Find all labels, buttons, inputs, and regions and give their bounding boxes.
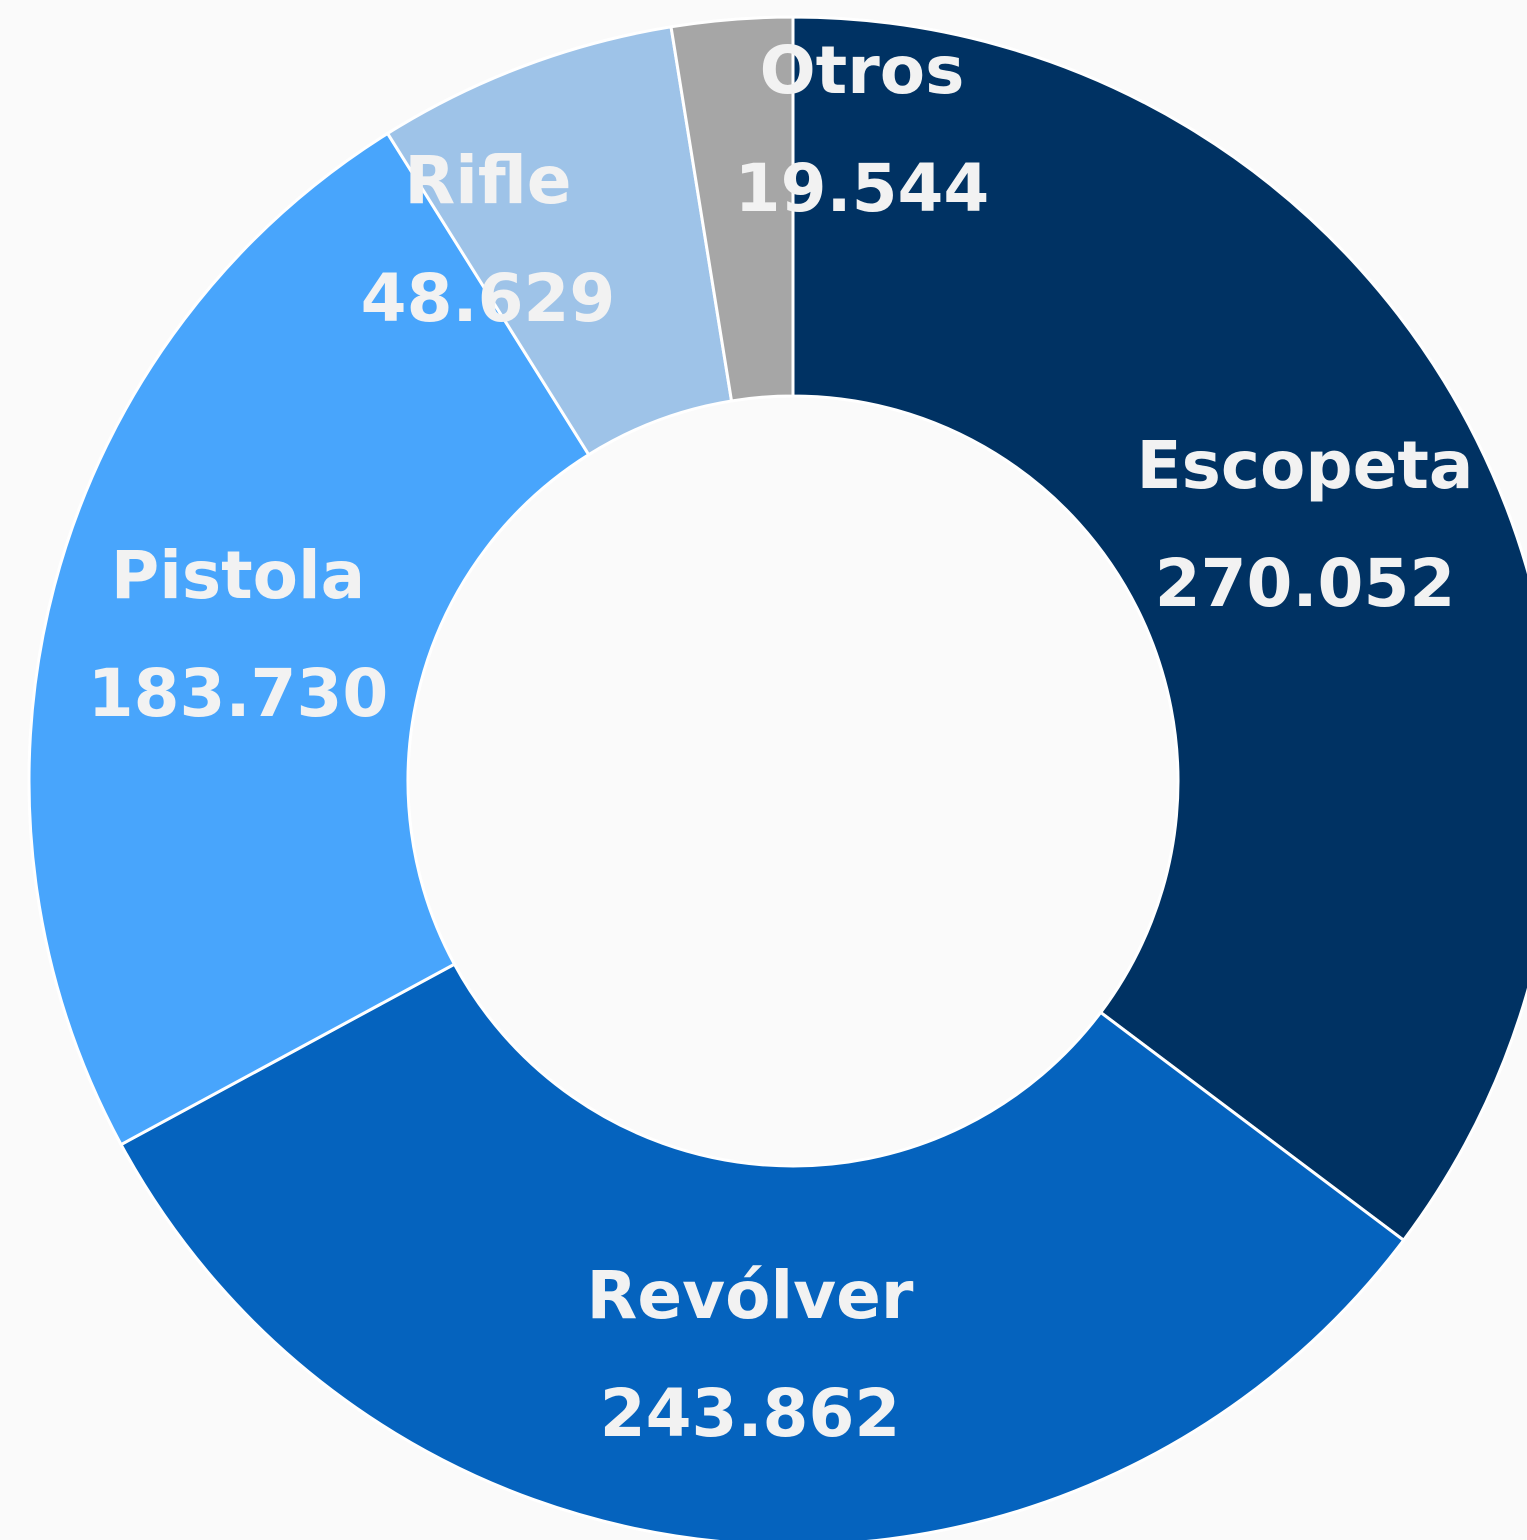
value-label-rifle: 48.629	[361, 260, 616, 337]
value-label-pistola: 183.730	[88, 655, 389, 732]
value-label-escopeta: 270.052	[1155, 545, 1456, 622]
value-label-revolver: 243.862	[600, 1375, 901, 1452]
slice-escopeta	[791, 15, 1527, 1243]
category-label-pistola: Pistola	[111, 537, 365, 614]
category-label-rifle: Rifle	[404, 142, 571, 219]
slice-revolver	[119, 962, 1406, 1540]
slice-pistola	[27, 131, 591, 1147]
labels-layer: Escopeta 270.052 Revólver 243.862 Pistola 183…	[88, 32, 1474, 1452]
category-label-otros: Otros	[760, 32, 965, 109]
category-label-revolver: Revólver	[587, 1257, 914, 1334]
slice-otros	[669, 15, 795, 403]
value-label-otros: 19.544	[735, 150, 990, 227]
slices-layer	[27, 15, 1527, 1540]
category-label-escopeta: Escopeta	[1137, 427, 1474, 504]
